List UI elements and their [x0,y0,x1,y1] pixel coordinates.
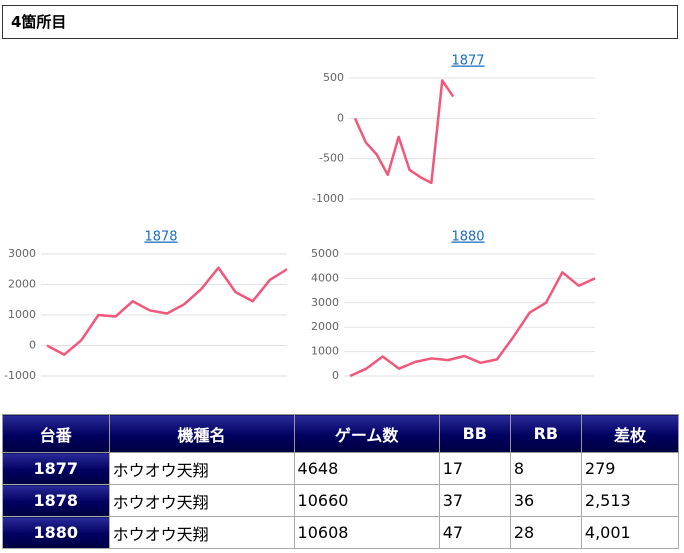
chart-title[interactable]: 1880 [451,230,484,245]
chart-title[interactable]: 1878 [144,230,177,245]
table-cell: ホウオウ天翔 [108,484,295,517]
table-cell: 1880 [2,516,110,549]
column-header: BB [438,414,511,453]
chart-title[interactable]: 1877 [451,54,484,69]
table-cell: 1878 [2,484,110,517]
y-tick-label: 2000 [8,278,36,291]
line [46,266,288,356]
table-cell: 1877 [2,452,110,485]
y-tick-label: 1000 [8,308,36,321]
y-tick-label: 2000 [311,320,339,333]
table-cell: 47 [438,516,511,549]
line [349,271,596,378]
table-cell: 4,001 [580,516,680,549]
column-header: 機種名 [108,414,295,453]
table-cell: 4648 [293,452,440,485]
y-tick-label: 0 [29,339,36,352]
charts: 1877 -1000 -500 0 500 1878 -1000 0 1000 2000 3000 1… [4,54,596,382]
table-cell: 28 [509,516,582,549]
y-tick-label: -500 [319,152,344,165]
y-tick-label: 4000 [311,271,339,284]
table-cell: 8 [509,452,582,485]
column-header: RB [509,414,582,453]
y-tick-label: 0 [337,111,344,124]
table-cell: ホウオウ天翔 [108,516,295,549]
section-title: 4箇所目 [2,5,678,39]
table-row: 1878 ホウオウ天翔 10660 37 36 2,513 [2,484,680,517]
y-tick-label: -1000 [312,192,344,205]
table-cell: 10660 [293,484,440,517]
table-row: 1880 ホウオウ天翔 10608 47 28 4,001 [2,516,680,549]
y-tick-label: 3000 [8,247,36,260]
column-header: ゲーム数 [293,414,440,453]
y-tick-label: 0 [332,369,339,382]
column-header: 台番 [2,414,110,453]
table-cell: 279 [580,452,680,485]
y-tick-label: 500 [323,71,344,84]
column-header: 差枚 [580,414,680,453]
y-tick-label: 1000 [311,345,339,358]
table-cell: ホウオウ天翔 [108,452,295,485]
data-table: 台番 機種名 ゲーム数 BB RB 差枚 1877 ホウオウ天翔 4648 17 8 279 1878… [2,414,680,549]
table-cell: 10608 [293,516,440,549]
table-cell: 37 [438,484,511,517]
table-cell: 2,513 [580,484,680,517]
line [353,79,455,185]
y-tick-label: 5000 [311,247,339,260]
table-header: 台番 機種名 ゲーム数 BB RB 差枚 [2,414,680,453]
table-cell: 36 [509,484,582,517]
y-tick-label: -1000 [4,369,36,382]
y-tick-label: 3000 [311,296,339,309]
table-row: 1877 ホウオウ天翔 4648 17 8 279 [2,452,680,485]
table-body: 1877 ホウオウ天翔 4648 17 8 279 1878 ホウオウ天翔 10660 37 36 2… [2,452,680,549]
table-cell: 17 [438,452,511,485]
